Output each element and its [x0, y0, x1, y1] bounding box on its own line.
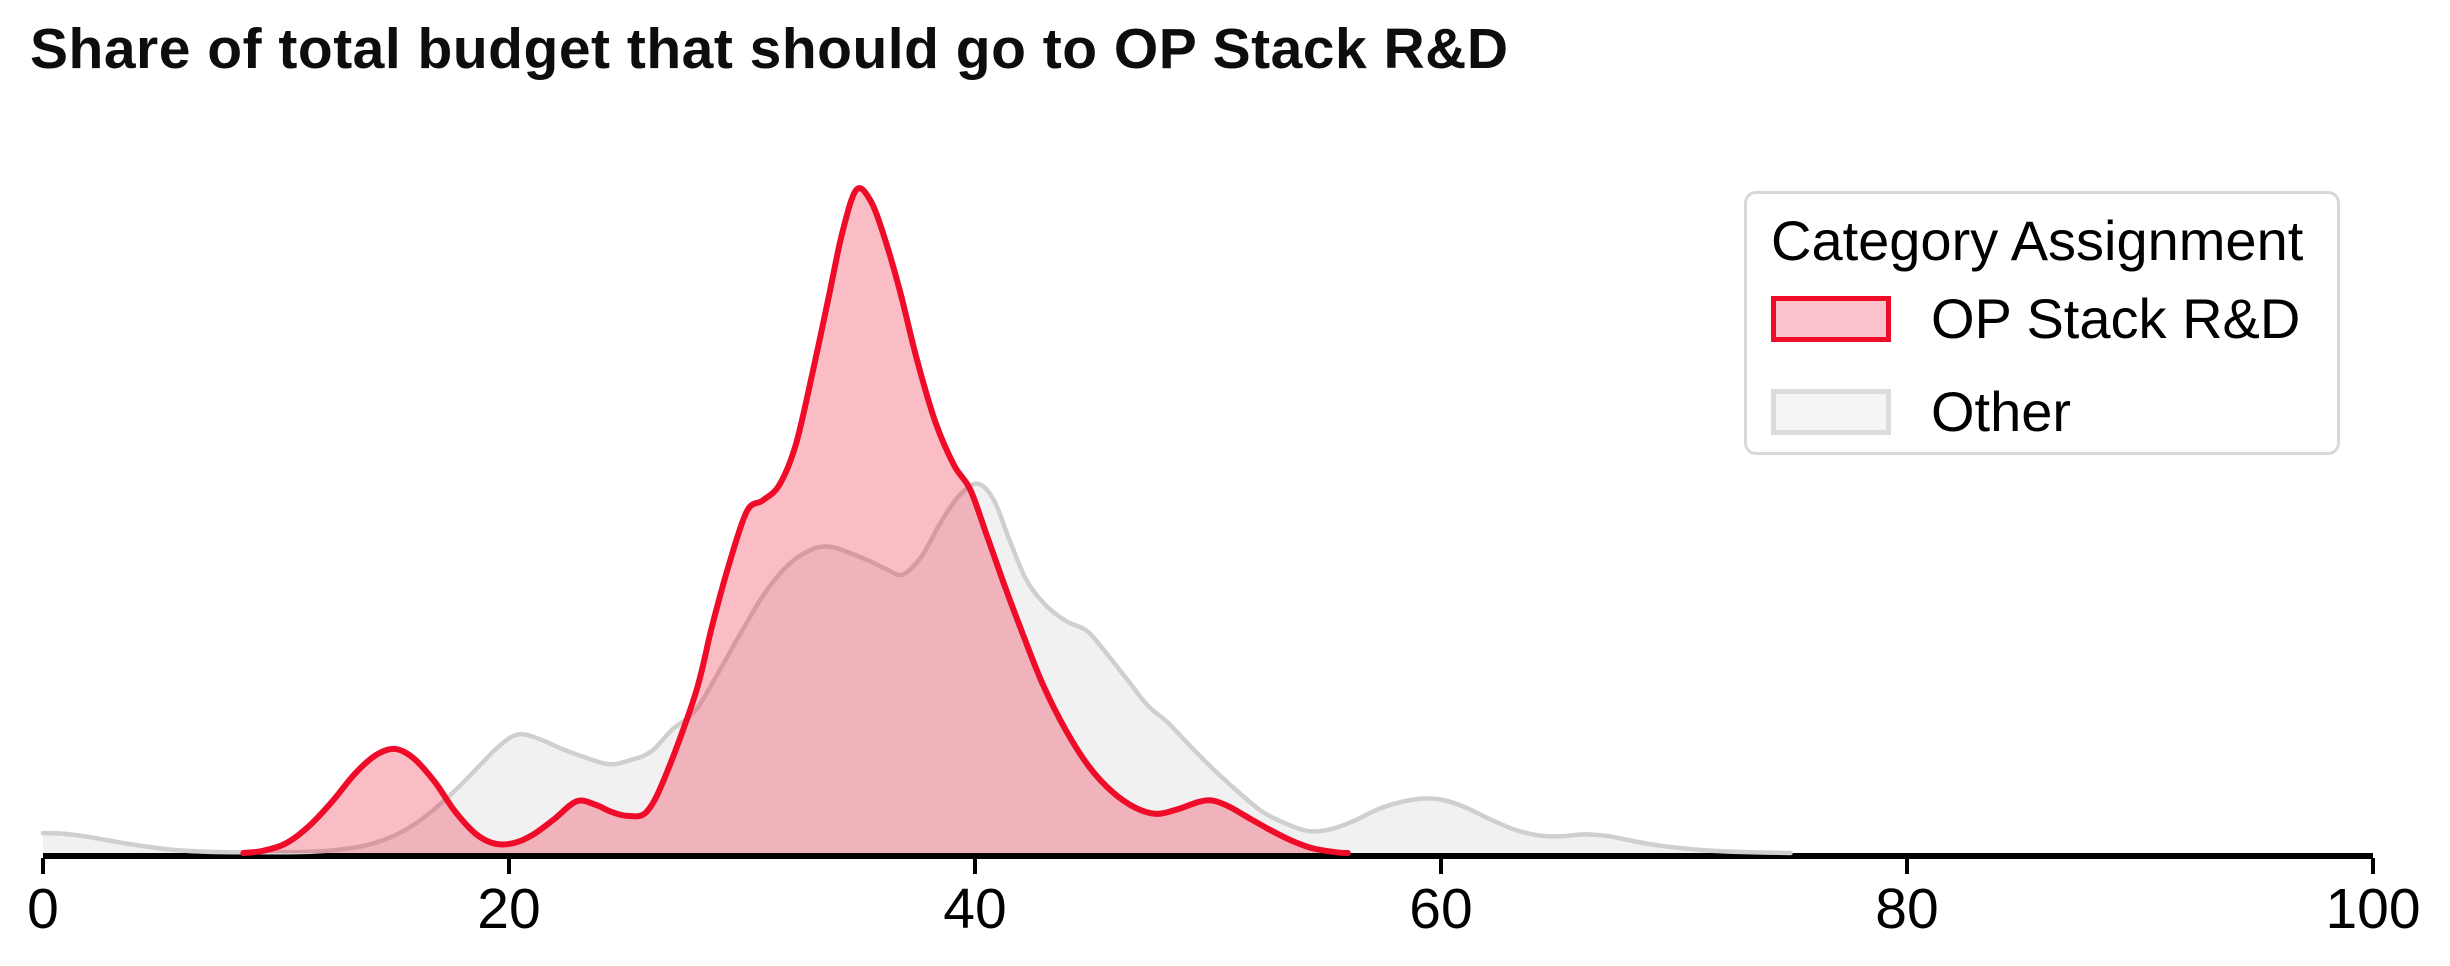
kde-area-other [43, 483, 1791, 853]
kde-line-other [40, 481, 1793, 856]
kde-area-op-stack-r-d [243, 188, 1348, 853]
x-tick-label: 80 [1875, 877, 1938, 941]
legend-label-op-stack-rd: OP Stack R&D [1931, 287, 2301, 350]
legend-swatch-op-stack-rd [1771, 295, 1891, 342]
x-tick-label: 40 [943, 877, 1006, 941]
x-tick-label: 20 [477, 877, 540, 941]
legend-swatch-other [1771, 388, 1891, 435]
x-tick-label: 60 [1409, 877, 1472, 941]
chart-title: Share of total budget that should go to … [30, 17, 1509, 81]
x-tick-label: 0 [27, 877, 59, 941]
legend-label-other: Other [1931, 380, 2072, 443]
x-tick-label: 100 [2325, 877, 2420, 941]
legend-box: Category Assignment OP Stack R&D Other [1744, 191, 2340, 455]
legend-item-op-stack-rd: OP Stack R&D [1771, 286, 2313, 351]
legend-item-other: Other [1771, 379, 2313, 444]
legend-title: Category Assignment [1771, 209, 2304, 272]
kde-line-op-stack-r-d [240, 185, 1351, 856]
